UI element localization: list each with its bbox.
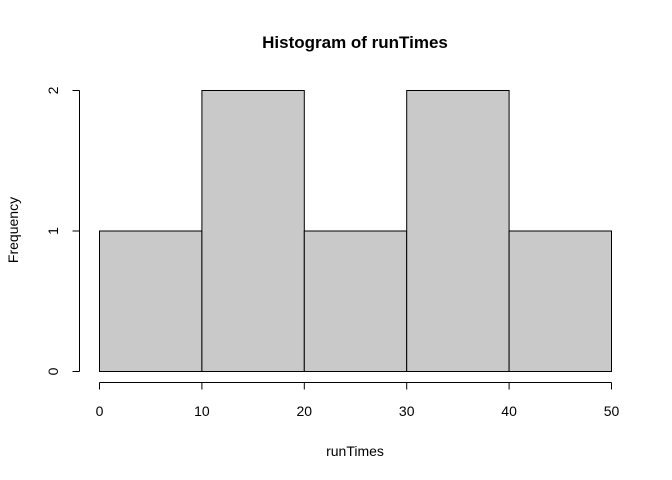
histogram-bar-0-10 xyxy=(99,230,203,372)
y-axis: 0 1 2 xyxy=(45,86,80,375)
x-tick-label-50: 50 xyxy=(604,403,620,419)
histogram-bar-40-50 xyxy=(508,230,613,372)
y-tick-label-2: 2 xyxy=(45,86,61,94)
histogram-bar-20-30 xyxy=(303,230,408,372)
x-axis-label: runTimes xyxy=(326,443,384,459)
x-tick-label-0: 0 xyxy=(96,403,104,419)
histogram-bar-10-20 xyxy=(201,90,305,372)
y-tick-label-0: 0 xyxy=(45,367,61,375)
x-tick-label-30: 30 xyxy=(399,403,415,419)
x-tick-label-20: 20 xyxy=(297,403,313,419)
y-axis-label: Frequency xyxy=(5,197,21,263)
x-axis: 0 10 20 30 40 50 xyxy=(96,382,620,419)
y-tick-label-1: 1 xyxy=(45,227,61,235)
bars-group xyxy=(99,90,613,372)
x-tick-label-10: 10 xyxy=(194,403,210,419)
x-tick-label-40: 40 xyxy=(501,403,517,419)
histogram-bar-30-40 xyxy=(406,90,510,372)
chart-title: Histogram of runTimes xyxy=(262,33,448,52)
